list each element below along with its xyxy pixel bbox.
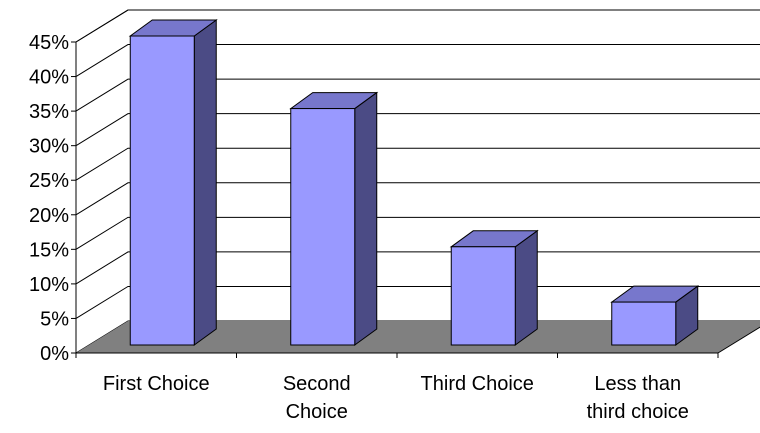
gridline [75,113,760,147]
gridline [75,147,760,181]
y-tick-label: 5% [40,308,69,330]
bar-side [514,229,538,346]
y-tick-label: 15% [29,239,69,261]
bar-front [290,108,356,346]
gridline [75,182,760,216]
y-tick-label: 40% [29,67,69,89]
y-tick-label: 20% [29,205,69,227]
y-tick-label: 0% [40,343,69,365]
bar [128,19,218,346]
gridline [75,216,760,250]
x-category-label: Less than third choice [587,373,689,423]
chart-floor [76,321,760,353]
y-tick-label: 35% [29,101,69,123]
y-tick-label: 25% [29,170,69,192]
y-tick-label: 10% [29,274,69,296]
chart-axes [71,41,760,358]
floor-edge [717,326,760,354]
bar-front [611,301,677,346]
y-tick-label: 45% [29,32,69,54]
gridline [75,285,760,319]
bar [610,285,700,346]
bar [289,91,379,346]
gridline [75,9,760,43]
chart-labels: 0% 5% 10% 15% 20% 25% 30% 35% 40% 45% First Choice… [29,32,689,423]
bar [449,229,539,346]
chart-floor-plane [76,321,760,353]
bar-side [193,19,217,346]
y-tick-label: 30% [29,136,69,158]
bar-front [129,35,195,346]
x-category-label: First Choice [103,373,210,395]
bar-side [354,91,378,346]
gridline [75,78,760,112]
chart-bars [128,19,700,346]
bar-front [450,246,516,346]
gridline [75,251,760,285]
gridline [75,44,760,77]
x-category-label: Third Choice [421,373,534,395]
x-category-label: Second Choice [283,373,351,423]
